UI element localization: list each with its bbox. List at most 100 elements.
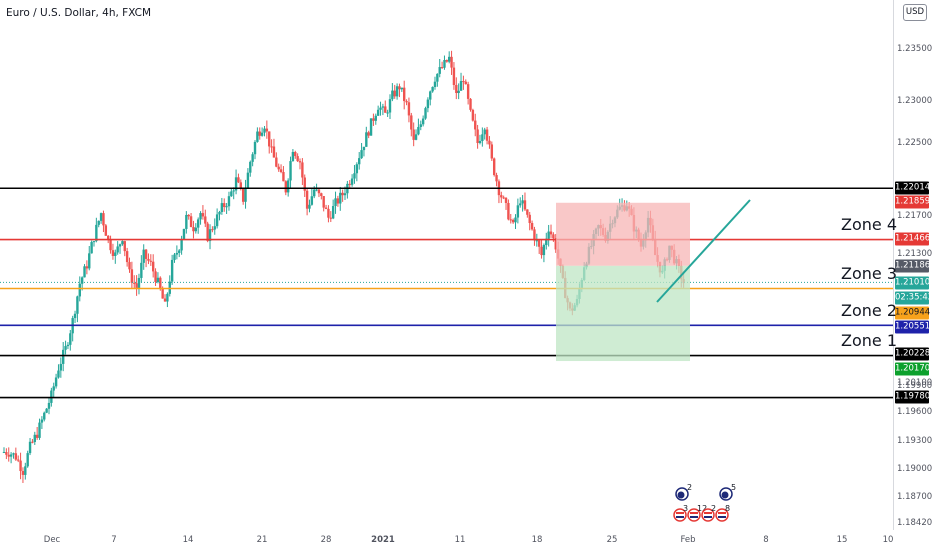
event-count: 2	[711, 504, 716, 513]
candle	[144, 248, 148, 268]
candle-body	[194, 227, 198, 232]
candle-body	[21, 471, 25, 475]
event-icon[interactable]: 5	[719, 483, 736, 501]
candle	[488, 136, 491, 149]
candle	[90, 240, 93, 254]
candle-body	[433, 81, 437, 87]
stop-loss-area	[556, 202, 690, 266]
candle-body	[339, 192, 342, 204]
candle	[526, 209, 529, 218]
zone-label[interactable]: Zone 4	[841, 215, 897, 234]
candle-body	[123, 241, 126, 252]
candle	[320, 192, 323, 200]
candle-body	[230, 191, 233, 197]
candle	[376, 105, 380, 116]
candle-body	[175, 252, 179, 255]
candle-body	[469, 98, 472, 110]
candle	[481, 127, 484, 147]
flag-event-icon[interactable]: 12	[687, 504, 707, 522]
candle	[386, 109, 389, 117]
candle	[52, 382, 55, 398]
candle	[301, 158, 304, 186]
candle	[414, 129, 418, 141]
candle	[76, 295, 79, 323]
candle	[47, 397, 51, 415]
candle-body	[400, 87, 404, 90]
candle-body	[76, 296, 79, 314]
candle	[201, 205, 205, 220]
candle	[523, 192, 527, 211]
zone-label[interactable]: Zone 2	[841, 301, 897, 320]
candle-body	[296, 156, 299, 162]
candle	[395, 83, 399, 100]
candle-body	[372, 118, 375, 121]
candle	[436, 73, 439, 87]
candle-body	[419, 124, 422, 127]
flag-event-icon[interactable]: 8	[715, 504, 730, 522]
candle	[97, 220, 100, 228]
candle	[178, 249, 181, 258]
candle	[393, 84, 396, 99]
candle-body	[244, 188, 247, 202]
candle-body	[106, 235, 110, 240]
flag-event-icon[interactable]: 3	[673, 504, 688, 522]
candle	[294, 150, 297, 159]
candle-body	[109, 239, 112, 251]
candle-body	[410, 115, 413, 130]
flag-event-icon[interactable]: 2	[701, 504, 716, 522]
candle-body	[507, 202, 510, 220]
candle	[246, 168, 250, 189]
candle-body	[253, 141, 257, 155]
candle-body	[424, 108, 427, 119]
candle-body	[114, 252, 117, 256]
candle-body	[279, 169, 283, 173]
time-tick: 15	[836, 535, 848, 545]
candle-body	[438, 67, 441, 74]
candle-body	[407, 102, 411, 116]
candle-body	[301, 162, 304, 178]
candle	[237, 173, 240, 184]
candle	[17, 455, 20, 463]
candle	[73, 310, 77, 324]
candle-body	[421, 118, 425, 125]
candle-body	[360, 150, 363, 159]
candle-body	[452, 67, 456, 85]
price-label: 1.21010	[895, 276, 931, 290]
price-label: 1.21859	[895, 195, 931, 209]
zone-label[interactable]: Zone 1	[841, 331, 897, 350]
price-tick: 1.19300	[897, 436, 932, 446]
candle	[417, 118, 420, 136]
candle	[263, 126, 266, 137]
zone-lines	[0, 187, 893, 399]
candle	[485, 126, 489, 145]
candle-body	[137, 277, 141, 289]
candle-body	[291, 152, 295, 162]
candle	[530, 220, 534, 231]
candle-body	[547, 231, 550, 239]
candle	[204, 209, 207, 228]
event-icon[interactable]: 2	[675, 483, 692, 501]
candle	[504, 197, 508, 210]
candle-body	[412, 129, 415, 140]
candle	[552, 232, 555, 242]
candle-body	[265, 128, 269, 132]
candle	[464, 79, 467, 85]
candle-body	[31, 441, 34, 443]
candle	[502, 195, 505, 200]
candle	[331, 199, 335, 220]
candle-body	[528, 214, 531, 224]
candle-body	[514, 217, 517, 223]
candle-body	[166, 293, 169, 302]
candle-body	[133, 282, 136, 284]
candle	[99, 212, 103, 224]
candle-body	[521, 200, 524, 204]
candle-body	[334, 198, 337, 207]
currency-button[interactable]: USD	[903, 4, 927, 21]
candle-body	[208, 229, 212, 242]
price-tick: 1.19600	[897, 407, 932, 417]
zone-label[interactable]: Zone 3	[841, 264, 897, 283]
candle	[111, 243, 115, 260]
candle-body	[85, 266, 89, 269]
candle-body	[83, 266, 86, 278]
